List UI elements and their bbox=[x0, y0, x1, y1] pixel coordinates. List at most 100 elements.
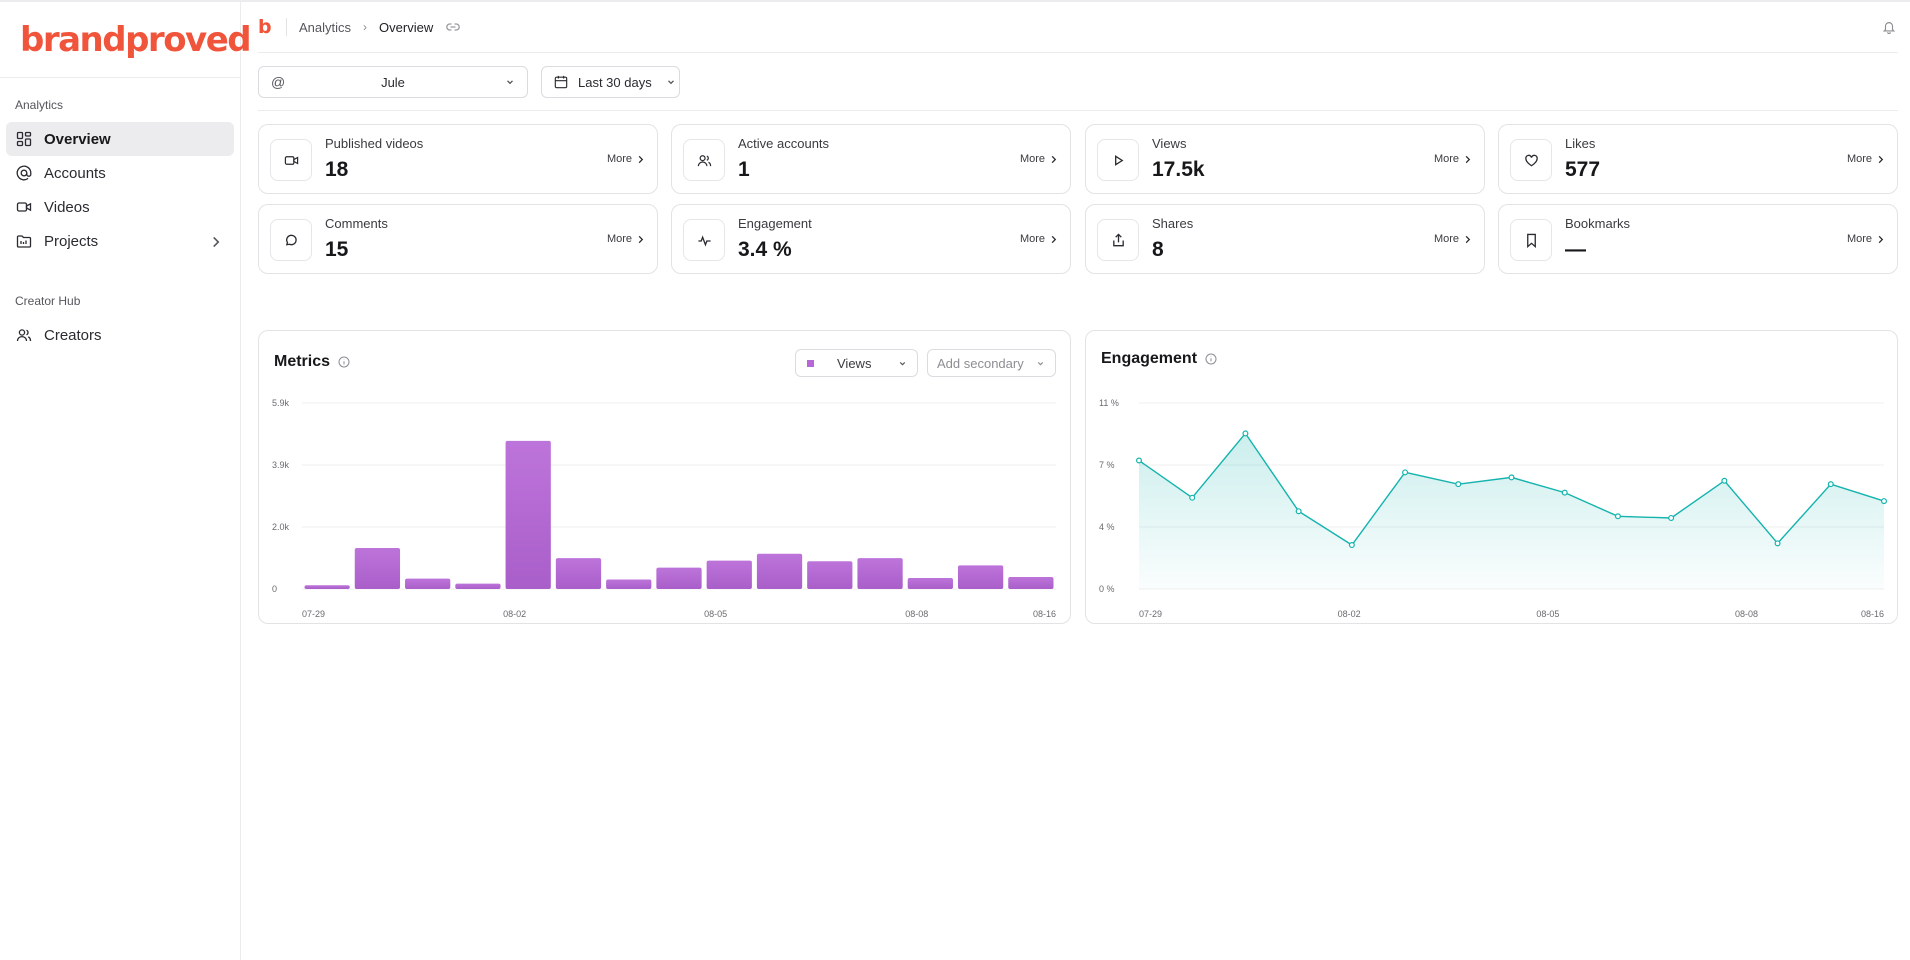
more-link[interactable]: More bbox=[1020, 233, 1058, 245]
chevron-right-icon bbox=[1051, 235, 1057, 243]
metrics-title-text: Metrics bbox=[274, 353, 331, 370]
stat-card-icon bbox=[1510, 219, 1552, 261]
stat-card-label: Likes bbox=[1565, 136, 1596, 151]
breadcrumb-separator-icon: › bbox=[363, 20, 368, 34]
more-link[interactable]: More bbox=[1847, 233, 1885, 245]
chevron-right-icon bbox=[1465, 155, 1471, 163]
sidebar-item-label: Overview bbox=[44, 130, 111, 148]
video-icon bbox=[284, 155, 298, 165]
x-tick-label: 08-02 bbox=[1338, 609, 1361, 619]
more-link-label: More bbox=[1846, 233, 1872, 245]
views-bar-chart: 0 2.0k 3.9k 5.9k 07-29 08-02 08-05 08-08 08-16 bbox=[272, 398, 1056, 619]
sidebar-item-accounts[interactable]: Accounts bbox=[6, 156, 234, 190]
metrics-title: Metrics bbox=[274, 353, 350, 371]
stat-card-published-videos: Published videos 18 More bbox=[258, 124, 658, 194]
bar bbox=[606, 579, 652, 589]
more-link[interactable]: More bbox=[1434, 153, 1472, 165]
breadcrumb-analytics[interactable]: Analytics bbox=[299, 19, 352, 35]
filter-bar: @ Jule Last 30 days bbox=[258, 66, 1898, 111]
more-link[interactable]: More bbox=[607, 153, 645, 165]
link-icon[interactable] bbox=[445, 19, 461, 35]
breadcrumb-overview: Overview bbox=[379, 19, 434, 35]
bar bbox=[706, 560, 752, 589]
x-tick-label: 08-05 bbox=[1536, 609, 1559, 619]
bell-icon[interactable] bbox=[1882, 20, 1896, 34]
sidebar-item-label: Videos bbox=[44, 198, 90, 216]
sidebar-item-projects[interactable]: Projects bbox=[6, 224, 234, 258]
x-tick-label: 08-16 bbox=[1861, 609, 1884, 619]
info-icon[interactable] bbox=[1205, 353, 1217, 365]
sidebar-item-label: Accounts bbox=[44, 164, 106, 182]
secondary-metric-select[interactable]: Add secondary bbox=[927, 349, 1056, 377]
sidebar: brandproved Analytics Overview Accounts … bbox=[0, 2, 252, 960]
bar bbox=[1008, 577, 1054, 589]
video-icon bbox=[16, 202, 32, 212]
y-tick-label: 0 % bbox=[1099, 584, 1115, 594]
at-icon: @ bbox=[271, 74, 286, 90]
users-icon bbox=[697, 154, 711, 166]
heart-icon bbox=[1524, 154, 1538, 166]
date-range-value: Last 30 days bbox=[578, 74, 652, 90]
date-range-select[interactable]: Last 30 days bbox=[541, 66, 680, 98]
x-tick-label: 08-08 bbox=[905, 609, 928, 619]
account-select[interactable]: @ Jule bbox=[258, 66, 528, 98]
divider bbox=[286, 18, 287, 36]
x-tick-label: 08-02 bbox=[503, 609, 526, 619]
bar bbox=[656, 567, 702, 589]
more-link-label: More bbox=[606, 233, 632, 245]
x-tick-label: 07-29 bbox=[1139, 609, 1162, 619]
stat-card-comments: Comments 15 More bbox=[258, 204, 658, 274]
stat-card-icon bbox=[1510, 139, 1552, 181]
more-link-label: More bbox=[606, 153, 632, 165]
stat-card-active-accounts: Active accounts 1 More bbox=[671, 124, 1071, 194]
y-tick-label: 5.9k bbox=[272, 398, 290, 408]
x-tick-label: 08-05 bbox=[704, 609, 727, 619]
bar bbox=[354, 548, 401, 589]
stat-card-label: Published videos bbox=[325, 136, 424, 151]
nav-section-analytics: Analytics bbox=[15, 98, 64, 112]
bar bbox=[405, 578, 451, 589]
mini-logo[interactable]: b bbox=[258, 16, 272, 38]
primary-metric-select[interactable]: Views bbox=[795, 349, 918, 377]
stat-card-icon bbox=[683, 139, 725, 181]
bar bbox=[555, 558, 602, 589]
info-icon[interactable] bbox=[338, 356, 350, 368]
more-link[interactable]: More bbox=[1847, 153, 1885, 165]
sidebar-item-creators[interactable]: Creators bbox=[6, 318, 234, 352]
brand-logo[interactable]: brandproved bbox=[0, 2, 252, 78]
bar bbox=[907, 577, 953, 589]
nav-section-creator-hub: Creator Hub bbox=[15, 294, 81, 308]
stat-card-icon bbox=[683, 219, 725, 261]
stat-card-value: 577 bbox=[1565, 158, 1601, 181]
stat-card-label: Active accounts bbox=[738, 136, 830, 151]
chevron-down-icon bbox=[667, 80, 674, 85]
bar bbox=[756, 553, 803, 589]
y-tick-label: 11 % bbox=[1099, 398, 1119, 408]
more-link-label: More bbox=[1019, 233, 1045, 245]
data-point bbox=[1508, 474, 1515, 481]
stat-card-icon bbox=[270, 139, 312, 181]
data-point bbox=[1827, 481, 1834, 488]
sidebar-item-label: Projects bbox=[44, 232, 99, 250]
data-point bbox=[1774, 540, 1781, 547]
more-link[interactable]: More bbox=[1434, 233, 1472, 245]
data-point bbox=[1189, 494, 1196, 501]
more-link[interactable]: More bbox=[607, 233, 645, 245]
y-tick-label: 4 % bbox=[1099, 522, 1115, 532]
account-select-value: Jule bbox=[381, 74, 405, 90]
data-point bbox=[1561, 489, 1568, 496]
stat-card-value: — bbox=[1565, 238, 1586, 261]
data-point bbox=[1295, 508, 1302, 515]
chevron-down-icon bbox=[507, 80, 513, 85]
chevron-right-icon[interactable] bbox=[208, 234, 224, 250]
more-link-label: More bbox=[1846, 153, 1872, 165]
stat-card-label: Engagement bbox=[738, 216, 812, 231]
metrics-panel: Metrics Views Add secondary 0 2.0k 3.9k 5.9… bbox=[258, 330, 1071, 624]
more-link[interactable]: More bbox=[1020, 153, 1058, 165]
sidebar-item-videos[interactable]: Videos bbox=[6, 190, 234, 224]
data-point bbox=[1242, 430, 1249, 437]
y-tick-label: 0 bbox=[272, 584, 277, 594]
bar bbox=[455, 583, 501, 589]
stat-card-value: 3.4 % bbox=[738, 238, 792, 261]
sidebar-item-overview[interactable]: Overview bbox=[6, 122, 234, 156]
